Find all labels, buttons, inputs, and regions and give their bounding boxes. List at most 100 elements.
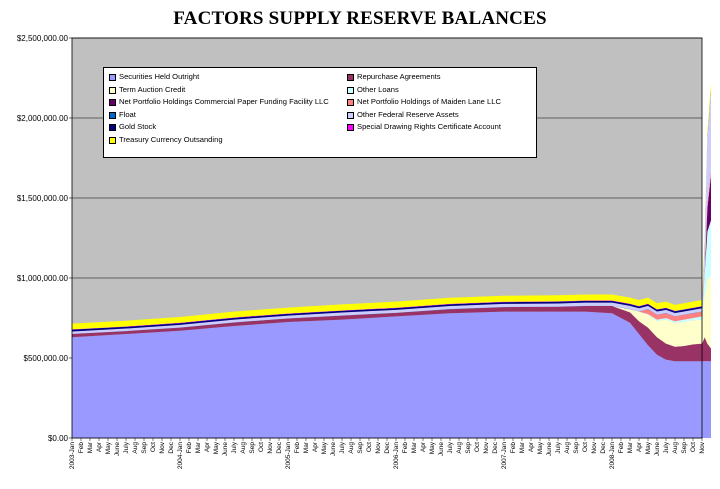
legend-swatch [347,99,354,106]
x-tick-label: Oct [474,442,481,452]
legend-label: Net Portfolio Holdings of Maiden Lane LL… [357,97,501,106]
x-tick-label: Sep [573,442,580,454]
x-tick-label: Apr [528,441,535,452]
x-tick-label: June [330,442,337,456]
x-tick-label: Dec [384,441,391,453]
x-tick-label: Nov [375,441,382,453]
x-tick-label: Mar [519,441,526,453]
x-tick-label: Aug [240,442,247,454]
legend-swatch [109,99,116,106]
area-series-1 [72,311,711,438]
x-tick-label: Aug [132,442,139,454]
legend-swatch [109,111,116,119]
x-tick-label: Dec [276,441,283,453]
legend-swatch [347,124,354,131]
x-tick-label: Sep [681,442,688,454]
x-tick-label: Apr [420,441,427,452]
x-tick-label: Mar [411,441,418,453]
x-tick-label: Aug [456,442,463,454]
x-tick-label: July [231,441,238,453]
x-tick-label: 2006-Jan [393,442,400,469]
x-tick-label: June [546,442,553,456]
x-tick-label: 2008-Jan [609,442,616,469]
legend-label: Special Drawing Rights Certificate Accou… [357,122,501,131]
legend: Securities Held Outright Repurchase Agree… [103,67,537,158]
legend-label: Gold Stock [119,122,157,131]
chart-title: FACTORS SUPPLY RESERVE BALANCES [173,8,547,29]
x-tick-label: Feb [186,442,193,454]
x-tick-label: Oct [366,442,373,452]
x-tick-label: May [105,441,112,454]
y-axis: $0.00 $500,000.00 $1,000,000.00 $1,500,000.… [17,34,72,443]
x-tick-label: Aug [564,442,571,454]
x-tick-label: May [429,441,436,454]
x-tick-label: Oct [150,442,157,452]
x-tick-label: Dec [600,441,607,453]
x-tick-label: May [213,441,220,454]
x-tick-label: Sep [141,442,148,454]
x-tick-label: June [654,442,661,456]
legend-label: Securities Held Outright [119,72,200,81]
x-tick-label: Feb [618,442,625,454]
x-tick-label: June [114,442,121,456]
x-tick-label: Nov [159,441,166,453]
y-tick-label: $0.00 [48,434,69,443]
legend-label: Repurchase Agreements [357,72,441,81]
x-tick-label: Apr [312,441,319,452]
x-tick-label: Apr [96,441,103,452]
legend-label: Net Portfolio Holdings Commercial Paper … [119,97,329,106]
x-tick-label: Nov [591,441,598,453]
x-tick-label: Nov [483,441,490,453]
legend-label: Treasury Currency Outsanding [119,134,223,144]
x-tick-label: Sep [249,442,256,454]
y-tick-label: $1,000,000.00 [17,274,69,283]
x-tick-label: July [663,441,670,453]
x-tick-label: Mar [303,441,310,453]
legend-label: Other Federal Reserve Assets [357,109,459,119]
x-tick-label: 2004-Jan [177,442,184,469]
x-tick-label: May [537,441,544,454]
x-tick-label: Feb [510,442,517,454]
x-tick-label: Mar [87,441,94,453]
x-tick-label: Aug [348,442,355,454]
legend-swatch [109,86,116,94]
x-tick-label: Nov [699,441,706,453]
x-tick-label: Aug [672,442,679,454]
x-tick-label: Mar [627,441,634,453]
x-tick-label: June [438,442,445,456]
x-tick-label: Dec [492,441,499,453]
legend-label: Other Loans [357,84,399,94]
x-tick-label: Oct [690,442,697,452]
legend-label: Term Auction Credit [119,84,186,94]
legend-swatch [109,136,116,144]
y-tick-label: $2,500,000.00 [17,34,69,43]
x-tick-label: Apr [204,441,211,452]
x-tick-label: Oct [258,442,265,452]
y-tick-label: $500,000.00 [24,354,69,363]
legend-swatch [347,111,354,119]
x-tick-label: Feb [402,442,409,454]
x-tick-label: June [222,442,229,456]
x-axis: 2003-Jan Feb Mar Apr May June July Aug Sep Oct Nov… [69,438,706,469]
x-tick-label: May [321,441,328,454]
x-tick-label: 2005-Jan [285,442,292,469]
legend-swatch [347,74,354,81]
x-tick-label: Sep [357,442,364,454]
x-tick-label: Feb [78,442,85,454]
legend-label: Float [119,109,136,119]
x-tick-label: July [339,441,346,453]
x-tick-label: Apr [636,441,643,452]
legend-swatch [347,86,354,94]
y-tick-label: $2,000,000.00 [17,114,69,123]
x-tick-label: Sep [465,442,472,454]
x-tick-label: Dec [168,441,175,453]
x-tick-label: July [447,441,454,453]
y-tick-label: $1,500,000.00 [17,194,69,203]
x-tick-label: Oct [582,442,589,452]
x-tick-label: 2007-Jan [501,442,508,469]
x-tick-label: 2003-Jan [69,442,76,469]
legend-swatch [109,124,116,131]
x-tick-label: Feb [294,442,301,454]
